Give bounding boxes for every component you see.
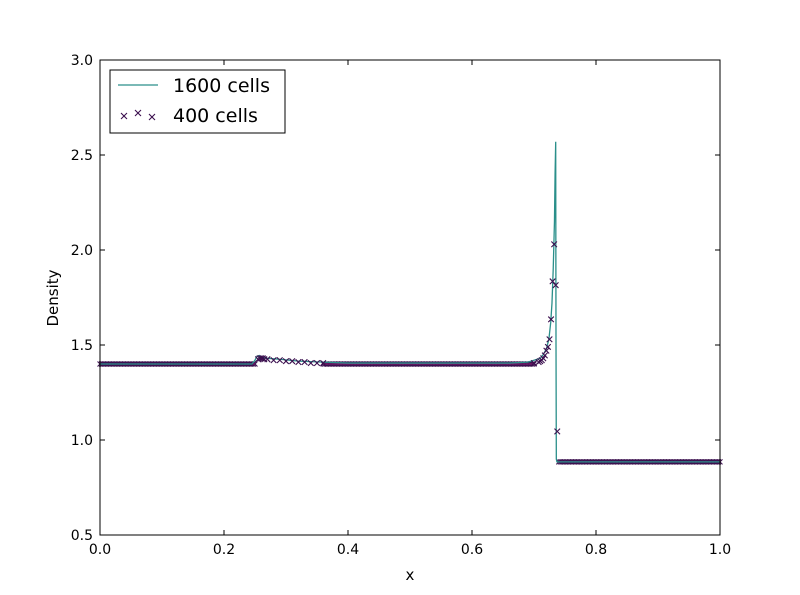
x-tick-label: 0.8	[585, 542, 607, 558]
y-tick-label: 1.5	[71, 338, 93, 354]
marker-400-cells	[276, 357, 283, 364]
marker-400-cells	[289, 357, 296, 365]
y-tick-label: 2.0	[71, 243, 93, 259]
plot-frame	[99, 59, 721, 536]
marker-400-cells	[295, 358, 302, 366]
y-tick-label: 3.0	[71, 53, 93, 69]
x-tick-label: 0.0	[89, 542, 111, 558]
chart-marks	[97, 141, 723, 465]
markers-400-mid-plateau	[320, 361, 537, 367]
marker-400-cells	[320, 359, 327, 367]
legend-box	[109, 69, 286, 134]
marker-400-cells	[552, 281, 559, 289]
marker-400-cells	[282, 357, 290, 365]
legend-label-400-cells: 400 cells	[173, 105, 258, 127]
legend-label-1600-cells: 1600 cells	[173, 75, 270, 97]
x-tick-label: 0.2	[213, 542, 235, 558]
marker-400-cells	[530, 359, 538, 367]
marker-400-cells	[544, 343, 552, 351]
x-axis-label: x	[406, 566, 415, 584]
marker-400-cells	[270, 357, 277, 364]
marker-400-cells	[541, 352, 549, 359]
marker-400-cells	[546, 336, 553, 343]
y-tick-label: 1.0	[71, 433, 93, 449]
y-tick-label: 0.5	[71, 528, 93, 544]
legend-x-marker	[120, 112, 128, 120]
x-tick-label: 1.0	[709, 542, 731, 558]
marker-400-cells	[301, 358, 308, 366]
y-tick-label: 2.5	[71, 148, 93, 164]
x-tick-label: 0.4	[337, 542, 359, 558]
axis-ticks: 0.0 0.2 0.4 0.6 0.8 1.0 0.5 1.0 1.5 2.0 2.5 3.0	[71, 53, 731, 558]
marker-400-cells	[550, 241, 558, 248]
legend-x-marker	[134, 109, 142, 117]
legend-x-marker	[148, 113, 156, 121]
marker-400-cells	[307, 359, 314, 367]
marker-400-cells	[554, 428, 561, 435]
marker-400-cells	[313, 359, 321, 367]
legend: 1600 cells 400 cells	[109, 69, 286, 134]
marker-400-cells	[547, 316, 555, 323]
plot-background	[100, 60, 720, 535]
marker-400-cells	[543, 347, 550, 354]
x-tick-label: 0.6	[461, 542, 483, 558]
legend-swatch-400-cells	[120, 109, 156, 121]
y-axis-label: Density	[44, 269, 62, 326]
marker-400-cells	[264, 356, 271, 363]
